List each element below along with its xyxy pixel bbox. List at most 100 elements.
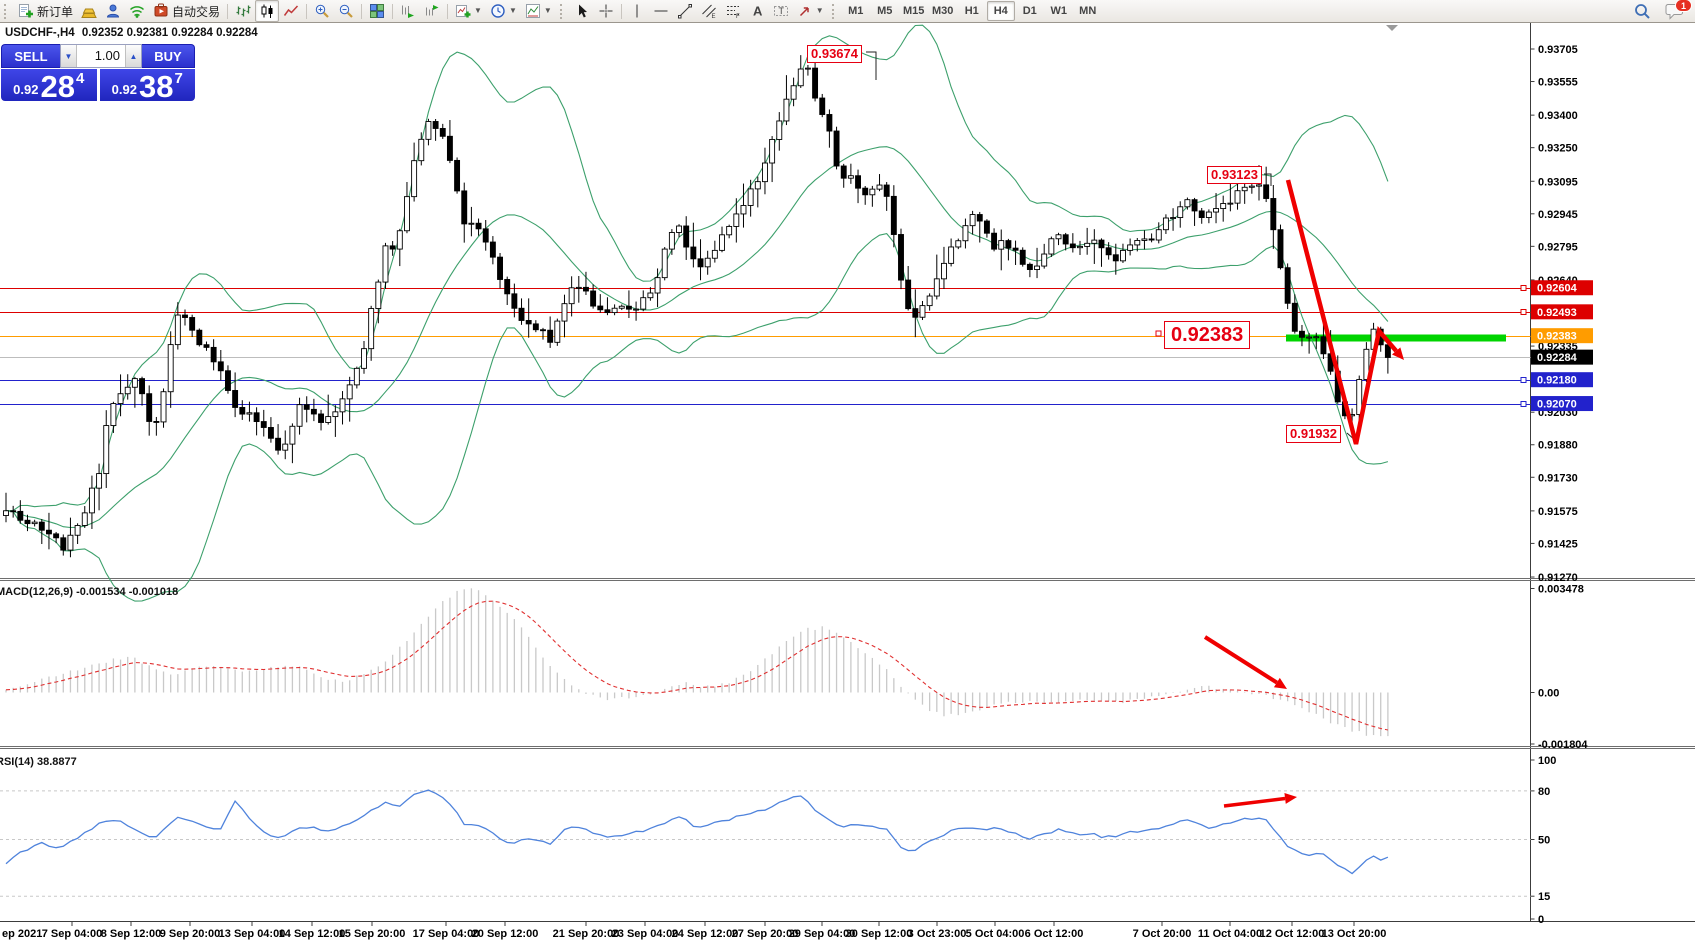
periods-dropdown-button[interactable]: ▼ <box>486 0 521 22</box>
svg-text:0.92284: 0.92284 <box>1537 352 1578 364</box>
triangle-down-icon: ▼ <box>64 51 73 61</box>
timeframe-button-w1[interactable]: W1 <box>1050 5 1067 17</box>
fibonacci-tool-button[interactable]: F <box>721 0 745 22</box>
gold-ingot-icon <box>81 8 97 18</box>
bar-chart-button[interactable] <box>231 0 255 22</box>
vertical-line-tool-button[interactable] <box>625 0 649 22</box>
svg-text:30 Sep 12:00: 30 Sep 12:00 <box>846 928 913 940</box>
trendline-icon <box>677 4 692 19</box>
timeframe-button-mn[interactable]: MN <box>1079 5 1097 17</box>
price-annotation-second-high[interactable]: 0.93123 <box>1207 166 1262 184</box>
new-order-button[interactable]: 新订单 <box>14 0 77 22</box>
clock-icon <box>491 4 505 18</box>
svg-text:14 Sep 12:00: 14 Sep 12:00 <box>279 928 346 940</box>
svg-text:11 Oct 04:00: 11 Oct 04:00 <box>1198 928 1262 940</box>
new-order-icon <box>19 4 33 18</box>
price-annotation-mid-level[interactable]: 0.92383 <box>1164 321 1251 349</box>
timeframe-button-d1[interactable]: D1 <box>1022 5 1037 17</box>
svg-text:3 Oct 23:00: 3 Oct 23:00 <box>908 928 967 940</box>
toolbar-grip[interactable] <box>559 3 566 19</box>
timeframe-button-h4[interactable]: H4 <box>986 1 1015 21</box>
sell-price-point: 4 <box>75 70 85 87</box>
time-axis: ep 2021 7 Sep 04:008 Sep 12:009 Sep 20:00… <box>2 922 1386 940</box>
svg-text:0.91425: 0.91425 <box>1538 538 1578 550</box>
timeframe-button-m1[interactable]: M1 <box>848 5 864 17</box>
buy-button[interactable]: BUY <box>142 44 195 68</box>
support-button[interactable] <box>101 0 125 22</box>
text-icon: A <box>753 4 763 19</box>
trendline-tool-button[interactable] <box>673 0 697 22</box>
svg-text:9 Sep 20:00: 9 Sep 20:00 <box>160 928 221 940</box>
deposit-button[interactable] <box>77 0 101 22</box>
horizontal-line-icon <box>654 10 668 12</box>
svg-text:0.91730: 0.91730 <box>1538 472 1578 484</box>
horizontal-level-lines[interactable] <box>0 285 1531 407</box>
chart-shift-button[interactable] <box>420 0 444 22</box>
chevron-down-icon: ▼ <box>815 6 824 15</box>
timeframe-button-m5[interactable]: M5 <box>877 5 893 17</box>
svg-text:20 Sep 12:00: 20 Sep 12:00 <box>472 928 539 940</box>
candlestick-button[interactable] <box>255 0 280 22</box>
volume-input[interactable]: 1.00 <box>94 48 120 63</box>
svg-text:100: 100 <box>1538 755 1556 767</box>
timeframe-button-h1[interactable]: H1 <box>964 5 979 17</box>
volume-decrease-button[interactable]: ▼ <box>61 45 77 67</box>
buy-price-display[interactable]: 0.92 38 7 <box>99 69 195 102</box>
sell-price-display[interactable]: 0.92 28 4 <box>1 69 97 102</box>
svg-text:0.92493: 0.92493 <box>1537 307 1577 319</box>
rsi-indicator-label: RSI(14) 38.8877 <box>0 756 77 768</box>
svg-text:0.91575: 0.91575 <box>1538 506 1578 518</box>
cursor-button[interactable] <box>570 0 594 22</box>
triangle-up-icon: ▲ <box>129 51 138 61</box>
autotrade-button[interactable]: 自动交易 <box>149 0 224 22</box>
separator <box>227 3 229 19</box>
price-annotation-top-high[interactable]: 0.93674 <box>807 45 862 63</box>
separator <box>361 3 363 19</box>
svg-text:0.91880: 0.91880 <box>1538 440 1578 452</box>
notifications-button[interactable]: 1 <box>1661 0 1692 22</box>
svg-text:0.93705: 0.93705 <box>1538 44 1578 56</box>
svg-text:E: E <box>711 14 715 19</box>
svg-text:17 Sep 04:00: 17 Sep 04:00 <box>413 928 480 940</box>
svg-text:ep 2021: ep 2021 <box>2 928 42 940</box>
svg-text:13 Sep 04:00: 13 Sep 04:00 <box>219 928 286 940</box>
search-button[interactable] <box>1629 0 1655 22</box>
volume-increase-button[interactable]: ▲ <box>125 45 141 67</box>
svg-text:5 Oct 04:00: 5 Oct 04:00 <box>966 928 1025 940</box>
zoom-in-button[interactable] <box>310 0 334 22</box>
separator <box>392 3 394 19</box>
toolbar-grip[interactable] <box>4 3 10 19</box>
channel-tool-button[interactable]: E <box>697 0 721 22</box>
text-tool-button[interactable]: A <box>745 0 769 22</box>
price-annotation-swing-low[interactable]: 0.91932 <box>1286 425 1341 443</box>
templates-button[interactable]: ▼ <box>521 0 556 22</box>
sell-button[interactable]: SELL <box>1 44 60 68</box>
timeframe-button-m30[interactable]: M30 <box>932 5 954 17</box>
auto-scroll-button[interactable] <box>396 0 420 22</box>
chart-shift-marker[interactable] <box>1386 25 1398 31</box>
line-chart-button[interactable] <box>279 0 303 22</box>
signal-button[interactable] <box>125 0 149 22</box>
crosshair-button[interactable] <box>594 0 618 22</box>
signal-icon <box>130 6 145 18</box>
rsi-value: 38.8877 <box>36 756 77 768</box>
text-label-tool-button[interactable]: T <box>769 0 793 22</box>
arrows-tool-button[interactable]: ▼ <box>793 0 828 22</box>
horizontal-line-tool-button[interactable] <box>649 0 673 22</box>
chart-title: USDCHF-,H4 0.92352 0.92381 0.92284 0.922… <box>5 27 262 39</box>
new-chart-button[interactable]: ▼ <box>451 0 486 22</box>
timeframe-button-m15[interactable]: M15 <box>903 5 925 17</box>
toolbar-grip[interactable] <box>831 3 838 19</box>
svg-text:6 Oct 12:00: 6 Oct 12:00 <box>1025 928 1084 940</box>
svg-text:-0.001804: -0.001804 <box>1538 739 1588 751</box>
timeframe-toolbar: M1 M5 M15 M30 H1 H4 D1 W1 MN <box>842 1 1102 21</box>
cursor-icon <box>578 4 587 18</box>
zoom-in-icon <box>315 4 329 18</box>
svg-text:0.93250: 0.93250 <box>1538 143 1578 155</box>
svg-text:T: T <box>778 6 784 16</box>
tile-windows-button[interactable] <box>365 0 389 22</box>
user-drawings[interactable] <box>866 51 1404 808</box>
svg-text:7 Oct 20:00: 7 Oct 20:00 <box>1133 928 1192 940</box>
zoom-out-button[interactable] <box>334 0 358 22</box>
